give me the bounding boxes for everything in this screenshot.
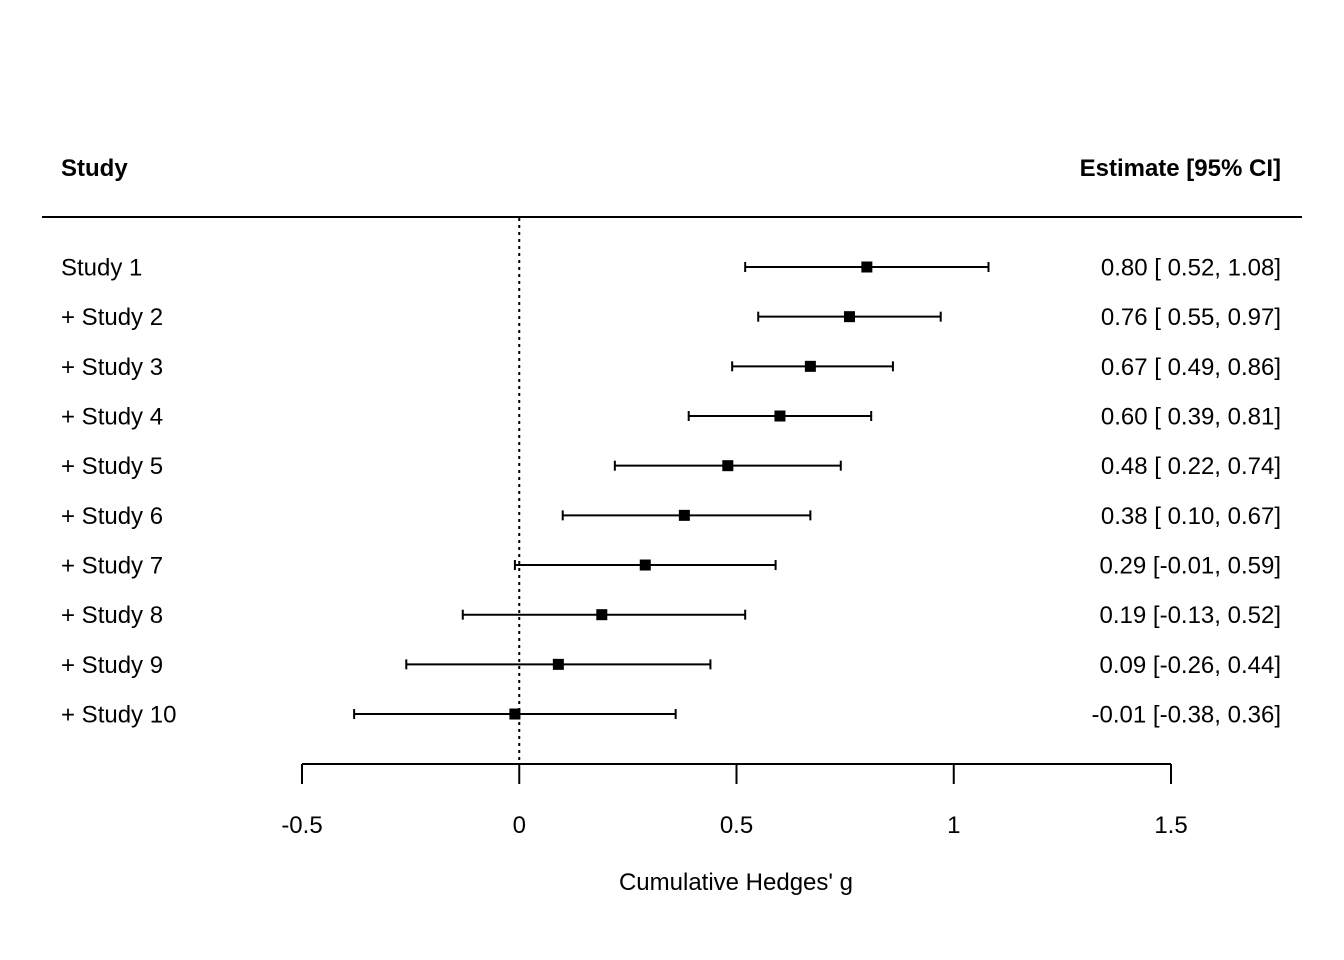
study-label: + Study 3 (61, 354, 163, 381)
forest-row: + Study 5 0.48 [ 0.22, 0.74] (61, 453, 1281, 480)
point-estimate-marker (861, 261, 873, 273)
x-tick-label: 1.5 (1154, 812, 1187, 839)
point-estimate-marker (596, 609, 608, 621)
estimate-ci-label: 0.80 [ 0.52, 1.08] (1101, 255, 1281, 282)
x-tick-label: -0.5 (281, 812, 322, 839)
forest-row: + Study 4 0.60 [ 0.39, 0.81] (61, 404, 1281, 431)
x-tick-label: 0.5 (720, 812, 753, 839)
x-axis-title: Cumulative Hedges' g (619, 869, 853, 896)
study-label: + Study 8 (61, 602, 163, 629)
study-label: + Study 4 (61, 404, 163, 431)
estimate-column-header: Estimate [95% CI] (1080, 155, 1281, 182)
study-label: + Study 2 (61, 304, 163, 331)
estimate-ci-label: 0.76 [ 0.55, 0.97] (1101, 304, 1281, 331)
forest-row: + Study 2 0.76 [ 0.55, 0.97] (61, 304, 1281, 331)
estimate-ci-label: 0.29 [-0.01, 0.59] (1100, 553, 1281, 580)
forest-row: + Study 3 0.67 [ 0.49, 0.86] (61, 354, 1281, 381)
point-estimate-marker (722, 460, 734, 472)
study-label: + Study 6 (61, 503, 163, 530)
x-tick-label: 1 (947, 812, 960, 839)
forest-row: + Study 10 -0.01 [-0.38, 0.36] (61, 702, 1281, 729)
estimate-ci-label: 0.67 [ 0.49, 0.86] (1101, 354, 1281, 381)
forest-row: + Study 9 0.09 [-0.26, 0.44] (61, 652, 1281, 679)
study-label: + Study 10 (61, 702, 176, 729)
estimate-ci-label: -0.01 [-0.38, 0.36] (1092, 702, 1281, 729)
forest-row: Study 1 0.80 [ 0.52, 1.08] (61, 255, 1281, 282)
study-label: + Study 9 (61, 652, 163, 679)
estimate-ci-label: 0.48 [ 0.22, 0.74] (1101, 453, 1281, 480)
point-estimate-marker (774, 410, 786, 422)
study-label: + Study 7 (61, 553, 163, 580)
estimate-ci-label: 0.19 [-0.13, 0.52] (1100, 602, 1281, 629)
point-estimate-marker (843, 311, 855, 323)
study-label: + Study 5 (61, 453, 163, 480)
point-estimate-marker (509, 708, 521, 720)
estimate-ci-label: 0.09 [-0.26, 0.44] (1100, 652, 1281, 679)
point-estimate-marker (804, 360, 816, 372)
point-estimate-marker (639, 559, 651, 571)
estimate-ci-label: 0.60 [ 0.39, 0.81] (1101, 404, 1281, 431)
study-column-header: Study (61, 155, 128, 182)
estimate-ci-label: 0.38 [ 0.10, 0.67] (1101, 503, 1281, 530)
point-estimate-marker (552, 658, 564, 670)
forest-row: + Study 7 0.29 [-0.01, 0.59] (61, 553, 1281, 580)
forest-row: + Study 8 0.19 [-0.13, 0.52] (61, 602, 1281, 629)
x-tick-label: 0 (513, 812, 526, 839)
study-label: Study 1 (61, 255, 142, 282)
point-estimate-marker (678, 509, 690, 521)
forest-row: + Study 6 0.38 [ 0.10, 0.67] (61, 503, 1281, 530)
